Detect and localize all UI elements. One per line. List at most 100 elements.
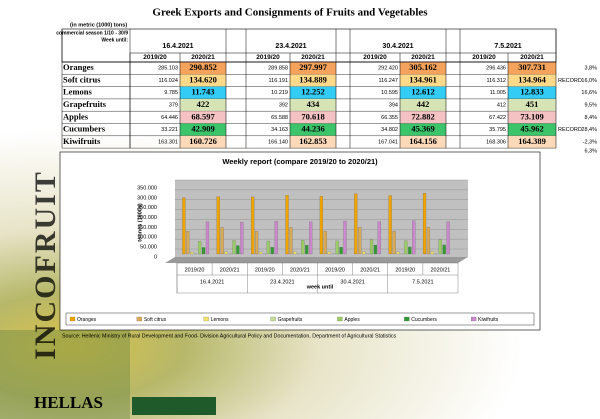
cell-value: 68.597 bbox=[191, 111, 215, 121]
bar bbox=[309, 221, 313, 255]
cell-value: 166.140 bbox=[268, 139, 288, 145]
bar bbox=[396, 251, 400, 255]
highlight-cell bbox=[290, 111, 336, 124]
cell-value: 160.726 bbox=[189, 136, 217, 146]
cell-value: 412 bbox=[497, 103, 506, 109]
cell-value: 163.301 bbox=[158, 139, 178, 145]
chart: 0 50.000 100.000 150.000 200.000 250.000 300.0… bbox=[65, 179, 535, 326]
highlight-cell bbox=[400, 111, 446, 124]
row-label: Grapefruits bbox=[63, 99, 107, 109]
cell-value: 34.802 bbox=[381, 127, 398, 133]
bar bbox=[408, 246, 412, 255]
x-tick-label: 2020/21 bbox=[360, 267, 380, 273]
week-header: 7.5.2021 bbox=[494, 43, 521, 50]
cell-value: 9.785 bbox=[164, 90, 178, 96]
cell-value: 42.909 bbox=[191, 124, 214, 134]
cell-value: 11.743 bbox=[192, 87, 215, 97]
legend-label: Apples bbox=[344, 317, 360, 323]
unit-note: (in metric (1000) tons) bbox=[70, 22, 127, 28]
bar bbox=[442, 244, 446, 255]
record-note: RECORD bbox=[558, 127, 582, 133]
week-header: 30.4.2021 bbox=[382, 43, 413, 50]
group-label: 23.4.2021 bbox=[270, 279, 294, 285]
cell-value: 442 bbox=[417, 99, 430, 109]
cell-value: 67.422 bbox=[489, 115, 506, 121]
background-leaves bbox=[0, 330, 130, 419]
highlight-cell bbox=[400, 74, 446, 87]
column-header: 2019/20 bbox=[363, 54, 387, 61]
cell-value: 45.962 bbox=[520, 124, 543, 134]
highlight-cell bbox=[290, 135, 336, 149]
highlight-cell bbox=[508, 74, 556, 87]
bar bbox=[224, 251, 228, 255]
legend-box bbox=[65, 312, 535, 326]
bar bbox=[205, 221, 210, 255]
legend-label: Cucumbers bbox=[411, 317, 437, 323]
bar bbox=[323, 230, 327, 255]
x-tick-label: 2020/21 bbox=[220, 267, 240, 273]
cell-value: 290.852 bbox=[189, 62, 217, 72]
bar bbox=[339, 247, 343, 255]
season-note: commercial season 1/10 - 30/9 bbox=[56, 30, 128, 36]
cell-value: 10.219 bbox=[271, 90, 288, 96]
highlight-cell bbox=[290, 86, 336, 99]
change: 28,4% bbox=[581, 127, 597, 133]
highlight-cell bbox=[180, 123, 226, 136]
cell-value: 297.997 bbox=[299, 62, 327, 72]
change: -2,3% bbox=[583, 139, 597, 145]
total-change: 6,3% bbox=[584, 149, 597, 155]
bar bbox=[369, 239, 374, 255]
bar bbox=[305, 245, 309, 255]
week-header: 16.4.2021 bbox=[162, 43, 193, 50]
row-label: Cucumbers bbox=[63, 124, 106, 134]
y-axis-label: tonnes (1000s) bbox=[137, 203, 143, 242]
bar bbox=[285, 195, 289, 255]
cell-value: 45.369 bbox=[411, 124, 434, 134]
cell-value: 70.618 bbox=[301, 111, 324, 121]
y-tick-label: 350.000 bbox=[137, 185, 157, 191]
bar bbox=[198, 241, 202, 255]
source: Source: Hellenic Ministry of Rural Devel… bbox=[62, 333, 396, 339]
week-header: 23.4.2021 bbox=[275, 43, 306, 50]
bar bbox=[240, 222, 244, 255]
legend-label: Grapefruits bbox=[278, 317, 303, 323]
y-tick-label: 200.000 bbox=[137, 215, 157, 221]
bar bbox=[335, 240, 339, 255]
row-label: Apples bbox=[63, 111, 89, 121]
cell-value: 422 bbox=[197, 99, 210, 109]
change: 16,0% bbox=[581, 78, 597, 84]
bar bbox=[392, 230, 396, 255]
cell-value: 392 bbox=[279, 103, 288, 109]
brand-vertical: INCOFRUIT bbox=[29, 170, 62, 360]
bar bbox=[251, 196, 255, 255]
bar bbox=[319, 196, 323, 255]
bar bbox=[274, 221, 278, 255]
bar bbox=[201, 247, 206, 255]
row-label: Soft citrus bbox=[63, 74, 101, 84]
legend-swatch bbox=[203, 316, 209, 322]
group-label: 30.4.2021 bbox=[340, 279, 364, 285]
bar bbox=[362, 251, 366, 255]
cell-value: 296.436 bbox=[486, 66, 506, 72]
cell-value: 12.833 bbox=[520, 87, 543, 97]
cell-value: 116.312 bbox=[487, 78, 506, 84]
bar bbox=[446, 221, 450, 255]
table-title: Greek Exports and Consignments of Fruits… bbox=[152, 7, 428, 19]
bar bbox=[216, 196, 220, 255]
highlight-cell bbox=[508, 62, 556, 75]
cell-value: 164.389 bbox=[518, 136, 546, 146]
cell-value: 116.024 bbox=[159, 78, 178, 84]
cell-value: 292.420 bbox=[378, 66, 398, 72]
cell-value: 162.853 bbox=[299, 136, 327, 146]
cell-value: 434 bbox=[307, 99, 321, 109]
cell-value: 307.731 bbox=[518, 62, 546, 72]
group-label: 16.4.2021 bbox=[200, 279, 224, 285]
bar bbox=[422, 193, 427, 255]
cell-value: 64.446 bbox=[161, 115, 178, 121]
y-tick-label: 300.000 bbox=[137, 195, 157, 201]
change: 9,5% bbox=[584, 103, 597, 109]
highlight-cell bbox=[290, 62, 336, 75]
highlight-cell bbox=[508, 135, 556, 149]
row-label: Kiwifruits bbox=[63, 136, 101, 146]
